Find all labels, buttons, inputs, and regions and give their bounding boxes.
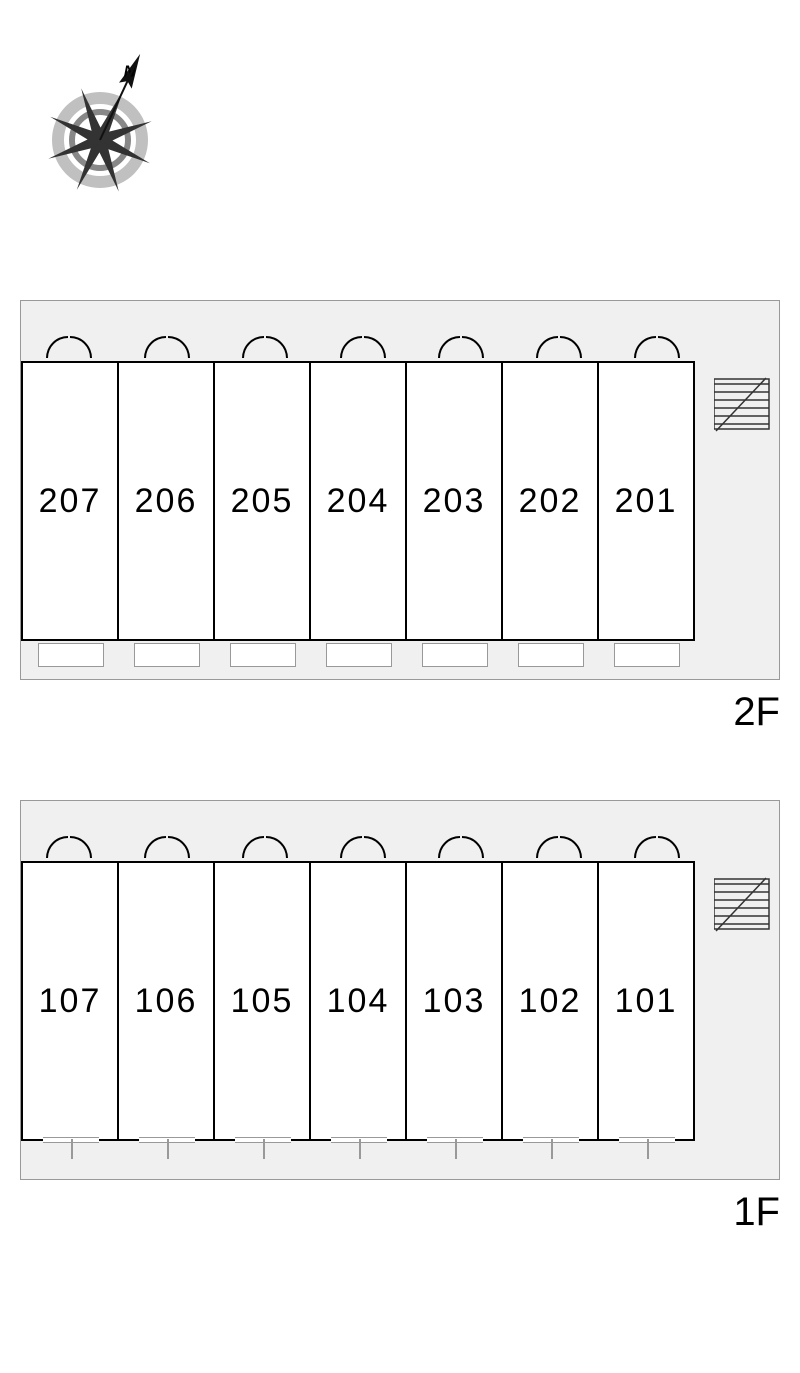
door-icon — [536, 336, 586, 361]
room-104: 104 — [309, 861, 407, 1141]
balcony-icon — [230, 643, 296, 667]
room-107: 107 — [21, 861, 119, 1141]
rooms-row-1f: 107 106 105 104 103 — [21, 861, 693, 1141]
door-icon — [144, 836, 194, 861]
room-207: 207 — [21, 361, 119, 641]
room-label: 204 — [327, 482, 390, 521]
room-label: 205 — [231, 482, 294, 521]
door-icon — [46, 836, 96, 861]
room-203: 203 — [405, 361, 503, 641]
divider-mark — [359, 1139, 361, 1159]
room-205: 205 — [213, 361, 311, 641]
room-label: 104 — [327, 982, 390, 1021]
compass-rose: N — [30, 30, 170, 220]
room-101: 101 — [597, 861, 695, 1141]
door-icon — [438, 836, 488, 861]
stairs-icon — [714, 376, 774, 436]
stairs-icon — [714, 876, 774, 936]
room-201: 201 — [597, 361, 695, 641]
corridor-1f — [21, 801, 779, 861]
room-204: 204 — [309, 361, 407, 641]
room-105: 105 — [213, 861, 311, 1141]
room-label: 103 — [423, 982, 486, 1021]
room-label: 206 — [135, 482, 198, 521]
floor-label-2f: 2F — [733, 690, 780, 735]
balcony-icon — [134, 643, 200, 667]
door-icon — [340, 836, 390, 861]
floor-plan-2f: 207 206 205 204 203 202 — [20, 300, 780, 680]
room-label: 207 — [39, 482, 102, 521]
divider-mark — [263, 1139, 265, 1159]
door-icon — [634, 336, 684, 361]
room-106: 106 — [117, 861, 215, 1141]
room-206: 206 — [117, 361, 215, 641]
room-103: 103 — [405, 861, 503, 1141]
room-label: 202 — [519, 482, 582, 521]
room-label: 105 — [231, 982, 294, 1021]
balcony-icon — [38, 643, 104, 667]
stairs-area-2f — [705, 361, 779, 641]
door-icon — [144, 336, 194, 361]
balcony-icon — [422, 643, 488, 667]
door-icon — [634, 836, 684, 861]
door-icon — [438, 336, 488, 361]
divider-mark — [647, 1139, 649, 1159]
door-icon — [46, 336, 96, 361]
corridor-2f — [21, 301, 779, 361]
divider-mark — [551, 1139, 553, 1159]
floor-plan-1f: 107 106 105 104 103 — [20, 800, 780, 1180]
building-outline-1f: 107 106 105 104 103 — [20, 800, 780, 1180]
divider-mark — [71, 1139, 73, 1159]
room-label: 107 — [39, 982, 102, 1021]
rooms-row-2f: 207 206 205 204 203 202 — [21, 361, 693, 641]
room-202: 202 — [501, 361, 599, 641]
balcony-icon — [614, 643, 680, 667]
door-icon — [242, 336, 292, 361]
door-icon — [536, 836, 586, 861]
door-icon — [242, 836, 292, 861]
floor-label-1f: 1F — [733, 1190, 780, 1235]
room-label: 102 — [519, 982, 582, 1021]
room-label: 101 — [615, 982, 678, 1021]
room-label: 201 — [615, 482, 678, 521]
divider-mark — [167, 1139, 169, 1159]
balcony-icon — [326, 643, 392, 667]
divider-mark — [455, 1139, 457, 1159]
room-label: 203 — [423, 482, 486, 521]
building-outline-2f: 207 206 205 204 203 202 — [20, 300, 780, 680]
room-label: 106 — [135, 982, 198, 1021]
stairs-area-1f — [705, 861, 779, 1141]
door-icon — [340, 336, 390, 361]
balcony-icon — [518, 643, 584, 667]
room-102: 102 — [501, 861, 599, 1141]
